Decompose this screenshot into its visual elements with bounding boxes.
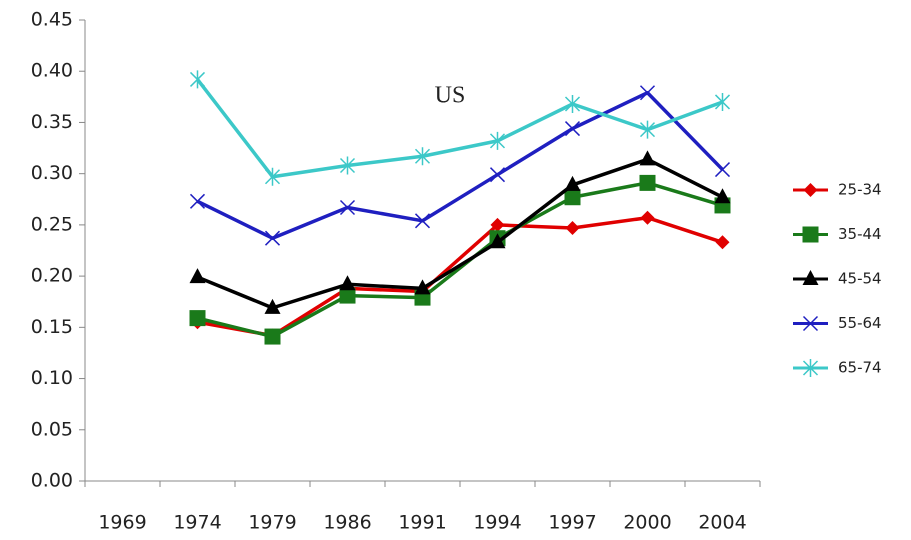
marker — [414, 147, 431, 166]
marker — [564, 175, 581, 191]
marker — [339, 156, 356, 175]
series-line — [197, 181, 724, 339]
marker — [639, 120, 656, 139]
marker — [564, 95, 581, 114]
marker — [489, 131, 506, 150]
x-tick-label: 2000 — [623, 512, 671, 534]
y-tick-label: 0.30 — [31, 162, 73, 184]
marker — [639, 174, 656, 191]
y-tick-label: 0.40 — [31, 60, 73, 82]
legend-marker — [802, 226, 819, 243]
x-tick-label: 1986 — [323, 512, 371, 534]
marker — [339, 275, 356, 291]
marker — [264, 230, 281, 246]
marker — [714, 92, 731, 111]
marker — [189, 310, 206, 327]
y-tick-label: 0.45 — [31, 9, 73, 31]
legend-marker — [802, 270, 819, 285]
marker — [189, 268, 206, 284]
marker — [564, 189, 581, 206]
x-tick-label: 1979 — [248, 512, 296, 534]
legend-marker — [802, 315, 819, 332]
y-tick-label: 0.00 — [31, 470, 73, 492]
y-tick-label: 0.20 — [31, 265, 73, 287]
x-tick-label: 1969 — [98, 512, 146, 534]
marker — [189, 70, 206, 89]
chart-title: US — [435, 83, 466, 109]
series-line — [196, 90, 724, 240]
y-tick-label: 0.10 — [31, 367, 73, 389]
marker — [264, 167, 281, 186]
legend-label: 35-44 — [838, 225, 882, 243]
marker — [264, 298, 281, 314]
marker — [640, 210, 655, 225]
y-tick-label: 0.35 — [31, 111, 73, 133]
x-tick-label: 1991 — [398, 512, 446, 534]
marker — [639, 85, 656, 101]
x-tick-label: 1974 — [173, 512, 221, 534]
marker — [414, 279, 431, 295]
marker — [715, 235, 730, 250]
marker — [414, 213, 431, 229]
y-tick-label: 0.15 — [31, 316, 73, 338]
marker — [490, 217, 505, 232]
series-line — [197, 215, 724, 338]
marker — [639, 150, 656, 166]
marker — [339, 199, 356, 216]
legend-label: 55-64 — [838, 314, 882, 332]
marker — [714, 188, 731, 204]
legend-marker — [803, 183, 818, 197]
marker — [564, 121, 581, 137]
series-line — [196, 157, 724, 310]
marker — [339, 287, 356, 304]
marker — [489, 233, 506, 249]
x-tick-label: 2004 — [698, 512, 746, 534]
x-tick-label: 1994 — [473, 512, 521, 534]
legend-label: 45-54 — [838, 270, 882, 288]
marker — [565, 220, 580, 235]
marker — [264, 328, 281, 345]
marker — [714, 162, 731, 178]
marker — [189, 193, 206, 209]
marker — [489, 167, 506, 183]
series-line — [196, 78, 724, 179]
legend-marker — [802, 359, 819, 377]
y-tick-label: 0.05 — [31, 418, 73, 440]
legend-label: 25-34 — [838, 181, 882, 199]
legend-label: 65-74 — [838, 359, 882, 377]
y-tick-label: 0.25 — [31, 213, 73, 235]
x-tick-label: 1997 — [548, 512, 596, 534]
